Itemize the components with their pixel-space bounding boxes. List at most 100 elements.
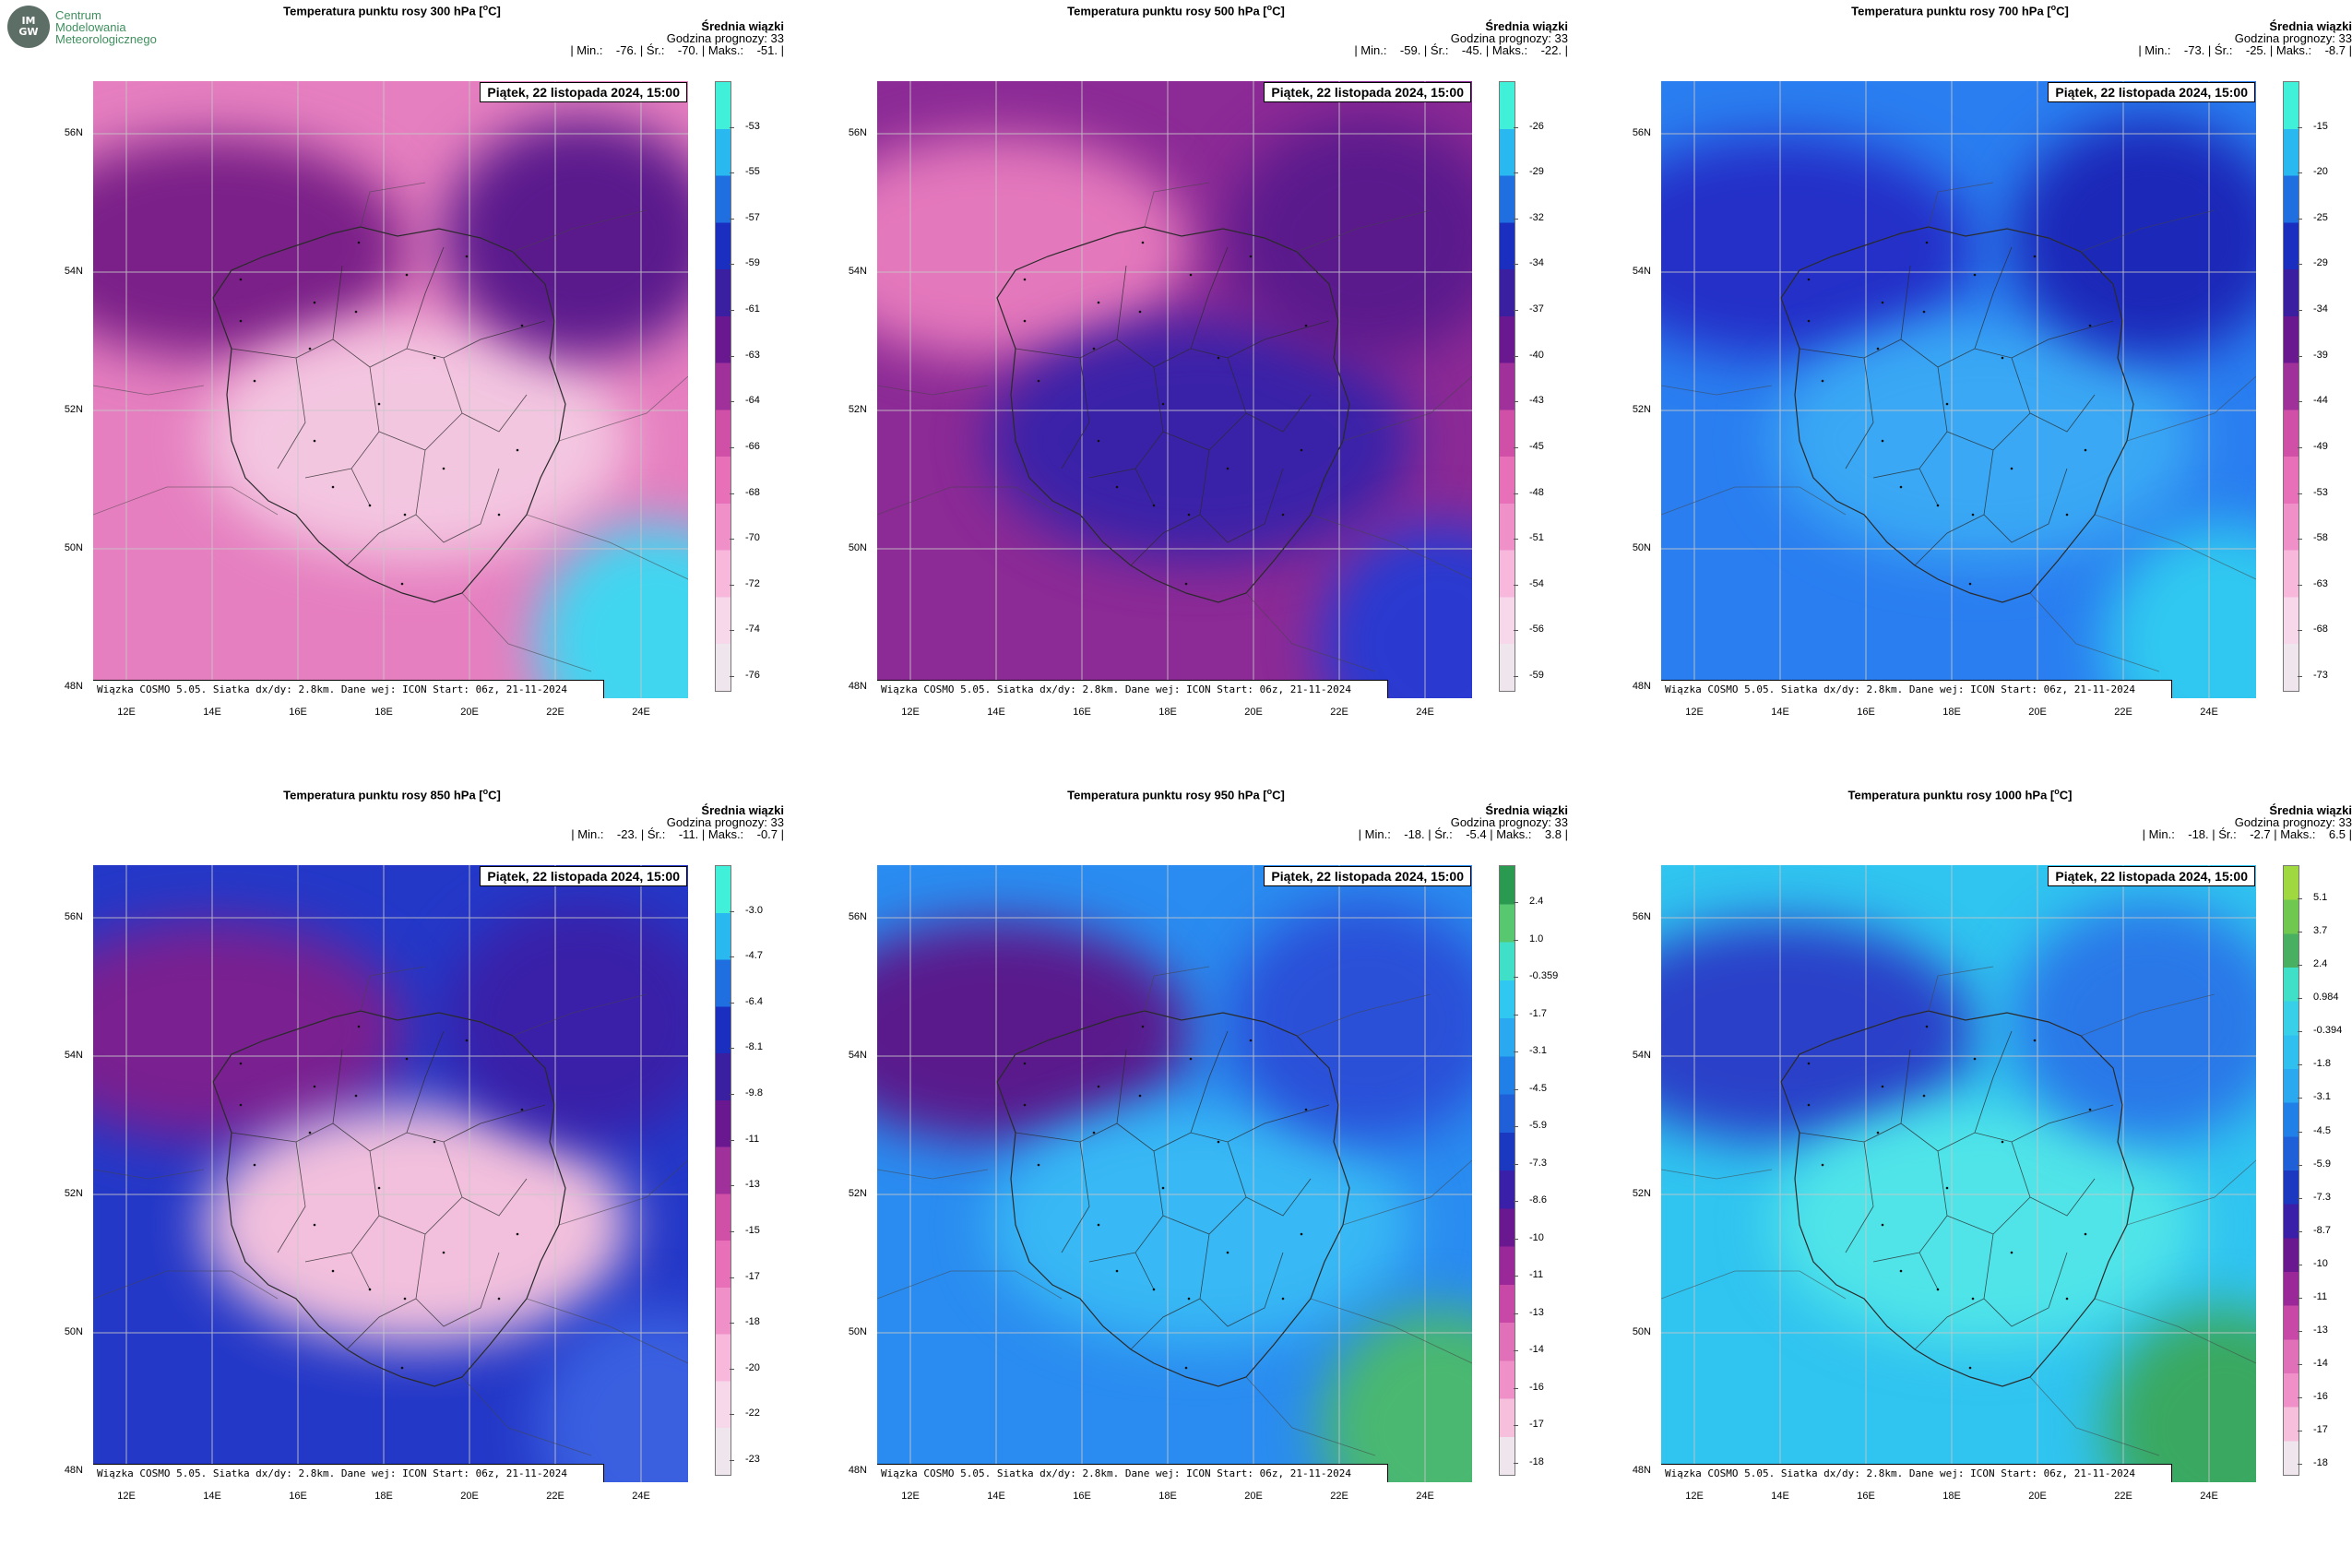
colorbar-tick-label: -39 (2313, 349, 2328, 361)
longitude-label: 20E (460, 707, 479, 718)
longitude-label: 14E (203, 707, 221, 718)
colorbar-tick-label: -53 (745, 120, 760, 132)
latitude-label: 56N (848, 911, 867, 922)
colorbar-tick-label: -37 (1529, 303, 1544, 315)
colorbar-tick-label: 2.4 (2313, 958, 2328, 970)
latitude-label: 50N (848, 542, 867, 553)
colorbar-tick-mark (2298, 539, 2302, 540)
field-blob-1 (93, 921, 407, 1142)
latitude-label: 54N (1632, 1050, 1651, 1061)
colorbar-tick-label: -16 (1529, 1381, 1544, 1393)
colorbar-tick-mark (730, 1460, 734, 1462)
colorbar-tick-label: -8.6 (1529, 1194, 1547, 1206)
colorbar-tick-label: -23 (745, 1454, 760, 1466)
colorbar-tick-label: -13 (2313, 1324, 2328, 1336)
field-blob-1 (93, 137, 407, 358)
field-blob-1 (877, 137, 1191, 358)
colorbar-tick-label: -61 (745, 303, 760, 315)
voivodeship-borders (1799, 246, 2114, 566)
field-blob-2 (1772, 321, 2196, 561)
colorbar-tick-mark (730, 1048, 734, 1050)
colorbar-tick-label: -20 (745, 1361, 760, 1373)
latitude-label: 48N (64, 681, 83, 692)
colorbar-tick-mark (1514, 977, 1518, 979)
longitude-label: 18E (374, 707, 393, 718)
colorbar-tick-label: -10 (1529, 1231, 1544, 1243)
city-markers (1807, 1025, 2092, 1370)
longitude-label: 16E (1073, 1491, 1091, 1502)
colorbar (1499, 865, 1515, 1476)
neighbour-borders (877, 182, 1472, 672)
colorbar-tick-label: -15 (2313, 120, 2328, 132)
colorbar-tick-label: -11 (1529, 1269, 1544, 1281)
ensemble-summary: Średnia wiązki Godzina prognozy: 33 | Mi… (2112, 804, 2352, 840)
longitude-label: 18E (1158, 707, 1177, 718)
latitude-label: 54N (848, 266, 867, 277)
ensemble-mean-label: Średnia wiązki (2269, 19, 2352, 33)
colorbar-tick-mark (1514, 1387, 1518, 1389)
field-blob-1 (1661, 137, 1975, 358)
model-info-footer: Wiązka COSMO 5.05. Siatka dx/dy: 2.8km. … (1661, 680, 2172, 698)
latitude-label: 52N (1632, 1188, 1651, 1199)
colorbar-tick-mark (2298, 1197, 2302, 1199)
longitude-label: 12E (117, 707, 136, 718)
colorbar-tick-label: -4.5 (2313, 1124, 2331, 1136)
colorbar-tick-label: -3.0 (745, 904, 763, 916)
colorbar (715, 81, 731, 692)
panel-title: Temperatura punktu rosy 700 hPa [oC] (1851, 3, 2069, 18)
colorbar-tick-mark (1514, 493, 1518, 494)
longitude-label: 16E (1857, 1491, 1875, 1502)
colorbar-tick-mark (730, 1277, 734, 1278)
colorbar-tick-mark (1514, 126, 1518, 128)
ensemble-summary: Średnia wiązki Godzina prognozy: 33 | Mi… (1328, 20, 1568, 56)
field-blob-2 (204, 321, 628, 561)
colorbar-tick-label: -53 (2313, 486, 2328, 498)
colorbar-tick-mark (2298, 1131, 2302, 1133)
colorbar-tick-mark (730, 1368, 734, 1370)
colorbar-tick-mark (1514, 1350, 1518, 1352)
longitude-label: 14E (1771, 707, 1789, 718)
colorbar-tick-label: -0.359 (1529, 970, 1559, 982)
dewpoint-map: Piątek, 22 listopada 2024, 15:00 Wiązka … (93, 865, 688, 1482)
colorbar-tick-label: -29 (1529, 166, 1544, 178)
colorbar-tick-label: -18 (1529, 1455, 1544, 1467)
colorbar-tick-mark (2298, 1230, 2302, 1232)
longitude-label: 14E (1771, 1491, 1789, 1502)
colorbar-tick-mark (730, 910, 734, 912)
voivodeship-borders (1015, 1030, 1330, 1350)
colorbar-tick-label: -1.7 (1529, 1007, 1547, 1019)
forecast-hour: Godzina prognozy: 33 (666, 815, 784, 829)
longitude-label: 14E (987, 707, 1005, 718)
colorbar-tick-mark (730, 630, 734, 632)
min-mean-max-stats: | Min.: -18. | Śr.: -5.4 | Maks.: 3.8 | (1358, 827, 1568, 841)
dewpoint-panel-1: Temperatura punktu rosy 300 hPa [oC] Śre… (0, 0, 784, 784)
dewpoint-map: Piątek, 22 listopada 2024, 15:00 Wiązka … (1661, 865, 2256, 1482)
forecast-date: Piątek, 22 listopada 2024, 15:00 (2048, 82, 2255, 102)
latitude-label: 50N (1632, 1326, 1651, 1337)
longitude-label: 18E (1158, 1491, 1177, 1502)
colorbar-tick-label: -45 (1529, 440, 1544, 452)
forecast-date: Piątek, 22 listopada 2024, 15:00 (1264, 82, 1471, 102)
min-mean-max-stats: | Min.: -59. | Śr.: -45. | Maks.: -22. | (1354, 43, 1568, 57)
voivodeship-borders (1799, 1030, 2114, 1350)
colorbar-tick-label: -9.8 (745, 1087, 763, 1099)
colorbar-tick-label: -17 (2313, 1424, 2328, 1436)
colorbar-tick-label: -58 (2313, 532, 2328, 544)
dewpoint-panel-3: Temperatura punktu rosy 700 hPa [oC] Śre… (1568, 0, 2352, 784)
colorbar-tick-label: -11 (2313, 1290, 2328, 1302)
colorbar-tick-mark (1514, 446, 1518, 448)
colorbar-tick-label: -34 (2313, 303, 2328, 315)
model-info-footer: Wiązka COSMO 5.05. Siatka dx/dy: 2.8km. … (1661, 1464, 2172, 1482)
forecast-hour: Godzina prognozy: 33 (666, 31, 784, 45)
colorbar-tick-label: -17 (1529, 1419, 1544, 1431)
longitude-label: 16E (289, 707, 307, 718)
colorbar-tick-label: -44 (2313, 395, 2328, 407)
latitude-label: 48N (1632, 1465, 1651, 1476)
min-mean-max-stats: | Min.: -23. | Śr.: -11. | Maks.: -0.7 | (571, 827, 784, 841)
colorbar-tick-mark (2298, 1363, 2302, 1365)
colorbar-tick-label: -56 (1529, 624, 1544, 636)
neighbour-borders (877, 966, 1472, 1456)
colorbar-tick-mark (2298, 310, 2302, 312)
colorbar-tick-label: -73 (2313, 670, 2328, 682)
colorbar-tick-mark (730, 446, 734, 448)
